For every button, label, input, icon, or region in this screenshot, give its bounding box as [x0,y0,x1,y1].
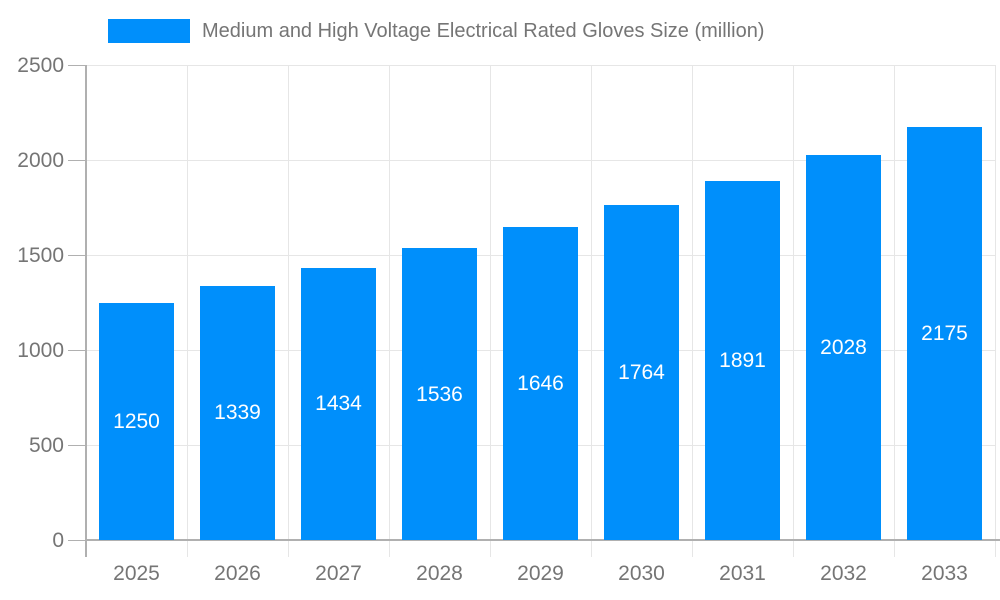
y-axis-tick [68,64,86,66]
y-axis-tick [68,254,86,256]
x-gridline [691,65,693,557]
x-gridline [792,65,794,557]
bar[interactable] [705,180,780,540]
x-tick-label: 2028 [416,562,463,585]
bar[interactable] [99,302,174,540]
x-gridline [186,65,188,557]
bar[interactable] [503,227,578,540]
x-axis-line [86,539,1000,541]
x-gridline [893,65,895,557]
bar[interactable] [806,154,881,540]
bar[interactable] [907,126,982,540]
x-tick-label: 2025 [113,562,160,585]
y-tick-label: 1500 [17,243,64,267]
x-tick-label: 2033 [921,562,968,585]
bar-value-label: 1764 [618,360,665,384]
bar[interactable] [604,204,679,540]
x-tick-label: 2026 [214,562,261,585]
bar-value-label: 1339 [214,401,261,425]
bar[interactable] [402,248,477,540]
bar-value-label: 1646 [517,372,564,396]
y-axis-tick [68,444,86,446]
legend-swatch [108,19,190,43]
y-axis-tick [68,159,86,161]
x-gridline [590,65,592,557]
bar-value-label: 1250 [113,409,160,433]
x-gridline [489,65,491,557]
y-tick-label: 1000 [17,338,64,362]
y-axis-tick [68,349,86,351]
y-tick-label: 500 [28,433,64,457]
x-tick-label: 2032 [820,562,867,585]
bar-value-label: 1536 [416,382,463,406]
y-axis-tick [68,539,86,541]
x-gridline [388,65,390,557]
y-tick-label: 2500 [17,53,64,77]
bar-value-label: 1891 [719,348,766,372]
bar[interactable] [200,285,275,540]
y-gridline [86,64,995,66]
x-gridline [994,65,996,557]
y-tick-label: 0 [52,528,64,552]
y-axis-line [85,65,87,557]
legend-label: Medium and High Voltage Electrical Rated… [202,19,765,42]
y-gridline [86,159,995,161]
bar-value-label: 1434 [315,392,362,416]
x-tick-label: 2029 [517,562,564,585]
bar-value-label: 2028 [820,335,867,359]
legend-item[interactable]: Medium and High Voltage Electrical Rated… [108,19,764,43]
x-tick-label: 2031 [719,562,766,585]
x-gridline [287,65,289,557]
x-tick-label: 2027 [315,562,362,585]
bar-value-label: 2175 [921,321,968,345]
y-tick-label: 2000 [17,148,64,172]
x-tick-label: 2030 [618,562,665,585]
bar[interactable] [301,267,376,540]
